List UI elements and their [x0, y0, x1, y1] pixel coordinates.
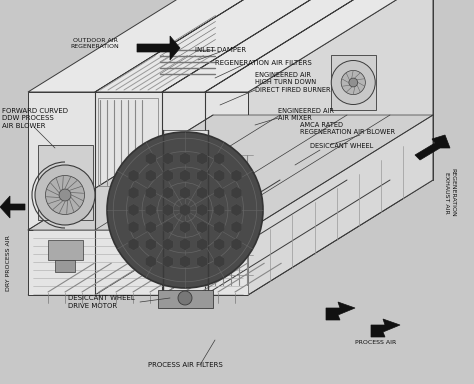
Polygon shape — [163, 187, 173, 199]
Polygon shape — [128, 238, 139, 251]
Polygon shape — [231, 221, 242, 233]
Polygon shape — [248, 0, 433, 295]
Polygon shape — [180, 187, 191, 199]
Polygon shape — [197, 187, 208, 199]
Circle shape — [35, 165, 95, 225]
Polygon shape — [214, 169, 225, 182]
Polygon shape — [180, 204, 191, 216]
Polygon shape — [197, 255, 208, 268]
Polygon shape — [197, 204, 208, 216]
Polygon shape — [163, 169, 173, 182]
Polygon shape — [0, 196, 25, 218]
Text: ENGINEERED AIR
HIGH TURN DOWN
DIRECT FIRED BURNER: ENGINEERED AIR HIGH TURN DOWN DIRECT FIR… — [255, 72, 331, 93]
Bar — [48, 240, 83, 260]
Text: INLET DAMPER: INLET DAMPER — [195, 47, 246, 53]
Polygon shape — [145, 152, 156, 165]
Polygon shape — [128, 169, 139, 182]
Polygon shape — [371, 319, 400, 337]
Text: REGENERATION AIR FILTERS: REGENERATION AIR FILTERS — [215, 60, 312, 66]
Polygon shape — [231, 169, 242, 182]
Text: ENGINEERED AIR
AIR MIXER: ENGINEERED AIR AIR MIXER — [278, 108, 334, 121]
Bar — [331, 55, 376, 109]
Polygon shape — [128, 187, 139, 199]
Polygon shape — [180, 255, 191, 268]
Text: FORWARD CURVED
DDW PROCESS
AIR BLOWER: FORWARD CURVED DDW PROCESS AIR BLOWER — [2, 108, 68, 129]
Polygon shape — [180, 238, 191, 251]
Bar — [55, 260, 75, 272]
Polygon shape — [145, 169, 156, 182]
Circle shape — [349, 78, 358, 87]
Bar — [158, 290, 213, 308]
Polygon shape — [145, 204, 156, 216]
Polygon shape — [214, 187, 225, 199]
Circle shape — [46, 175, 84, 215]
Polygon shape — [231, 187, 242, 199]
Polygon shape — [28, 92, 248, 295]
Polygon shape — [145, 187, 156, 199]
Polygon shape — [145, 238, 156, 251]
Polygon shape — [28, 0, 433, 92]
Polygon shape — [28, 115, 433, 230]
Text: DESICCANT WHEEL: DESICCANT WHEEL — [310, 143, 373, 149]
Polygon shape — [128, 221, 139, 233]
Polygon shape — [214, 255, 225, 268]
Polygon shape — [163, 221, 173, 233]
Polygon shape — [197, 238, 208, 251]
Polygon shape — [28, 180, 433, 295]
Polygon shape — [163, 238, 173, 251]
Text: REGENERATION
EXHAUST AIR: REGENERATION EXHAUST AIR — [445, 168, 456, 217]
Polygon shape — [163, 204, 173, 216]
Polygon shape — [197, 169, 208, 182]
Polygon shape — [214, 204, 225, 216]
Polygon shape — [214, 238, 225, 251]
Text: PROCESS AIR: PROCESS AIR — [355, 340, 396, 345]
Text: OUTDOOR AIR
REGENERATION: OUTDOOR AIR REGENERATION — [71, 38, 119, 49]
Circle shape — [331, 61, 375, 104]
Polygon shape — [214, 152, 225, 165]
Polygon shape — [213, 0, 433, 180]
Polygon shape — [180, 221, 191, 233]
Polygon shape — [163, 152, 173, 165]
Polygon shape — [163, 255, 173, 268]
Circle shape — [178, 291, 192, 305]
Polygon shape — [326, 302, 355, 320]
Polygon shape — [137, 36, 180, 60]
Polygon shape — [197, 221, 208, 233]
Bar — [163, 130, 208, 285]
Polygon shape — [231, 238, 242, 251]
Polygon shape — [415, 135, 450, 160]
Text: AMCA RATED
REGENERATION AIR BLOWER: AMCA RATED REGENERATION AIR BLOWER — [300, 122, 395, 136]
Polygon shape — [180, 169, 191, 182]
Circle shape — [59, 189, 71, 201]
Polygon shape — [214, 221, 225, 233]
Circle shape — [107, 132, 263, 288]
Polygon shape — [145, 221, 156, 233]
Text: DRY PROCESS AIR: DRY PROCESS AIR — [6, 235, 10, 291]
Circle shape — [341, 70, 365, 94]
Text: PROCESS AIR FILTERS: PROCESS AIR FILTERS — [147, 362, 222, 368]
Polygon shape — [197, 152, 208, 165]
Bar — [98, 98, 158, 186]
Bar — [38, 145, 93, 220]
Polygon shape — [128, 204, 139, 216]
Polygon shape — [145, 255, 156, 268]
Polygon shape — [180, 152, 191, 165]
Text: DESICCANT WHEEL
DRIVE MOTOR: DESICCANT WHEEL DRIVE MOTOR — [68, 295, 135, 308]
Polygon shape — [231, 204, 242, 216]
